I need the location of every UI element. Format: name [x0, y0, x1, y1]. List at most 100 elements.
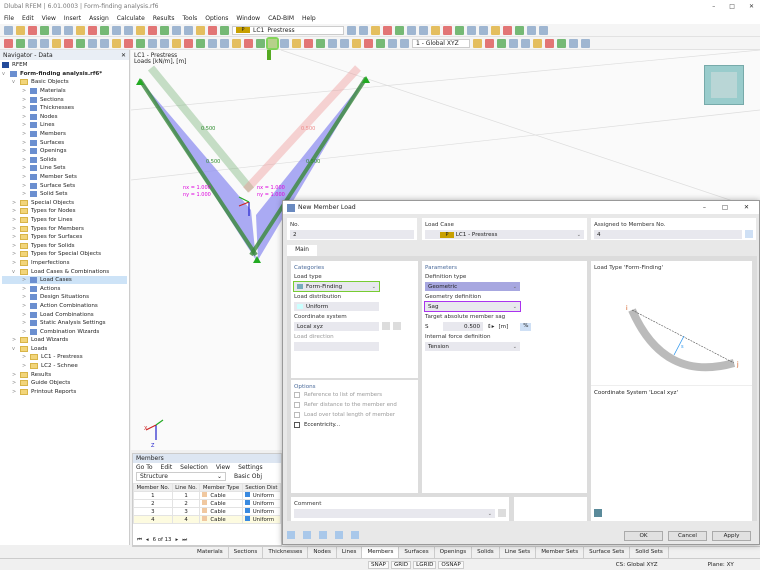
toolbar-icon[interactable] — [431, 25, 440, 35]
members-menu-item[interactable]: Selection — [180, 464, 208, 471]
toolbar-icon[interactable] — [220, 25, 229, 35]
toolbar-icon[interactable] — [232, 38, 241, 48]
dialog-tool-icon[interactable] — [335, 531, 343, 539]
table-row[interactable]: 3 3 Cable Uniform — [133, 507, 282, 516]
menu-insert[interactable]: Insert — [63, 14, 82, 22]
chevron-right-icon[interactable]: > — [12, 259, 17, 266]
chevron-right-icon[interactable]: > — [22, 156, 27, 163]
definition-type-select[interactable]: Geometric ⌄ — [425, 282, 520, 291]
toolbar-icon[interactable] — [316, 38, 325, 48]
column-header[interactable]: Member Type — [199, 483, 243, 492]
table-row[interactable]: 2 2 Cable Uniform — [133, 499, 282, 508]
dialog-tool-icon[interactable] — [351, 531, 359, 539]
chevron-right-icon[interactable]: > — [12, 199, 17, 206]
load-distribution-field[interactable]: Uniform — [294, 302, 379, 311]
table-row[interactable]: 4 4 Cable Uniform — [133, 515, 282, 524]
toolbar-icon[interactable] — [479, 25, 488, 35]
toolbar-icon[interactable] — [419, 25, 428, 35]
minimize-button[interactable]: – — [712, 2, 716, 10]
members-menu-item[interactable]: Go To — [136, 464, 153, 471]
chevron-right-icon[interactable]: > — [12, 388, 17, 395]
toolbar-icon[interactable] — [172, 38, 181, 48]
toolbar-icon[interactable] — [28, 25, 37, 35]
tree-item[interactable]: v Load Cases & Combinations — [2, 267, 127, 276]
toolbar-icon[interactable] — [515, 25, 524, 35]
tab-solids[interactable]: Solids — [472, 547, 500, 558]
chevron-right-icon[interactable]: > — [22, 363, 27, 370]
chevron-right-icon[interactable]: > — [22, 285, 27, 292]
chevron-right-icon[interactable]: > — [22, 182, 27, 189]
tree-item[interactable]: > Nodes — [2, 113, 127, 122]
tree-item[interactable]: > Types for Surfaces — [2, 233, 127, 242]
toolbar-icon[interactable] — [220, 38, 229, 48]
tab-solid-sets[interactable]: Solid Sets — [630, 547, 669, 558]
menu-view[interactable]: View — [41, 14, 56, 22]
new-cs-icon[interactable] — [382, 322, 390, 330]
close-icon[interactable]: ✕ — [120, 51, 126, 59]
dialog-tool-icon[interactable] — [319, 531, 327, 539]
internal-force-select[interactable]: Tension ⌄ — [425, 342, 520, 351]
toolbar-icon[interactable] — [407, 25, 416, 35]
checkbox-icon[interactable] — [294, 422, 300, 428]
tab-nodes[interactable]: Nodes — [308, 547, 337, 558]
toolbar-icon[interactable] — [40, 25, 49, 35]
minimize-button[interactable]: – — [702, 204, 706, 211]
menu-results[interactable]: Results — [152, 14, 175, 22]
tree-item[interactable]: > Sections — [2, 95, 127, 104]
toolbar-icon[interactable] — [581, 38, 590, 48]
chevron-right-icon[interactable]: > — [22, 113, 27, 120]
load-case-select[interactable]: P LC1 Prestress — [232, 25, 344, 35]
table-cell[interactable]: 4 — [171, 515, 201, 524]
toolbar-icon[interactable] — [16, 38, 25, 48]
view-cube[interactable] — [704, 65, 744, 105]
toolbar-icon[interactable] — [527, 25, 536, 35]
column-header[interactable]: Member No. — [133, 483, 173, 492]
menu-cadbim[interactable]: CAD-BIM — [268, 14, 295, 22]
chevron-right-icon[interactable]: > — [22, 165, 27, 172]
toolbar-icon[interactable] — [160, 38, 169, 48]
toolbar-icon[interactable] — [485, 38, 494, 48]
chevron-right-icon[interactable]: > — [12, 208, 17, 215]
toolbar-icon[interactable] — [184, 38, 193, 48]
table-cell[interactable]: Uniform — [241, 507, 282, 516]
pick-members-icon[interactable] — [745, 230, 753, 238]
toolbar-icon[interactable] — [371, 25, 380, 35]
toolbar-icon[interactable] — [340, 38, 349, 48]
toolbar-icon[interactable] — [497, 38, 506, 48]
ok-button[interactable]: OK — [624, 531, 663, 541]
tree-item[interactable]: > Types for Solids — [2, 241, 127, 250]
toolbar-icon[interactable] — [443, 25, 452, 35]
table-cell[interactable]: 1 — [133, 491, 173, 500]
load-type-select[interactable]: Form-Finding ⌄ — [293, 281, 380, 292]
toolbar-icon[interactable] — [88, 25, 97, 35]
toolbar-icon[interactable] — [124, 38, 133, 48]
tree-item[interactable]: > Actions — [2, 284, 127, 293]
tree-item[interactable]: > Action Combinations — [2, 302, 127, 311]
toolbar-icon[interactable] — [4, 25, 13, 35]
chevron-right-icon[interactable]: > — [22, 139, 27, 146]
tab-surfaces[interactable]: Surfaces — [399, 547, 435, 558]
table-cell[interactable]: Uniform — [241, 491, 282, 500]
toolbar-icon[interactable] — [521, 38, 530, 48]
tree-item[interactable]: > Line Sets — [2, 164, 127, 173]
toolbar-icon[interactable] — [124, 25, 133, 35]
toolbar-icon[interactable] — [160, 25, 169, 35]
load-case-select[interactable]: P LC1 - Prestress ⌄ — [425, 230, 584, 239]
comment-input[interactable]: ⌄ — [294, 509, 495, 518]
table-cell[interactable]: 3 — [171, 507, 201, 516]
toolbar-icon[interactable] — [148, 25, 157, 35]
close-button[interactable]: ✕ — [743, 204, 749, 211]
coordinate-system-field[interactable]: Local xyz — [294, 322, 379, 331]
chevron-right-icon[interactable]: > — [22, 191, 27, 198]
tree-item[interactable]: > Types for Members — [2, 224, 127, 233]
toolbar-icon[interactable] — [208, 38, 217, 48]
toolbar-icon[interactable] — [292, 38, 301, 48]
toolbar-icon[interactable] — [352, 38, 361, 48]
tree-item[interactable]: > Design Situations — [2, 293, 127, 302]
chevron-down-icon[interactable]: v — [12, 268, 15, 275]
lgrid-toggle[interactable]: LGRID — [413, 560, 437, 569]
toolbar-icon[interactable] — [76, 25, 85, 35]
chevron-right-icon[interactable]: > — [12, 371, 17, 378]
tree-root[interactable]: RFEM — [2, 61, 127, 70]
tree-item[interactable]: v Basic Objects — [2, 78, 127, 87]
